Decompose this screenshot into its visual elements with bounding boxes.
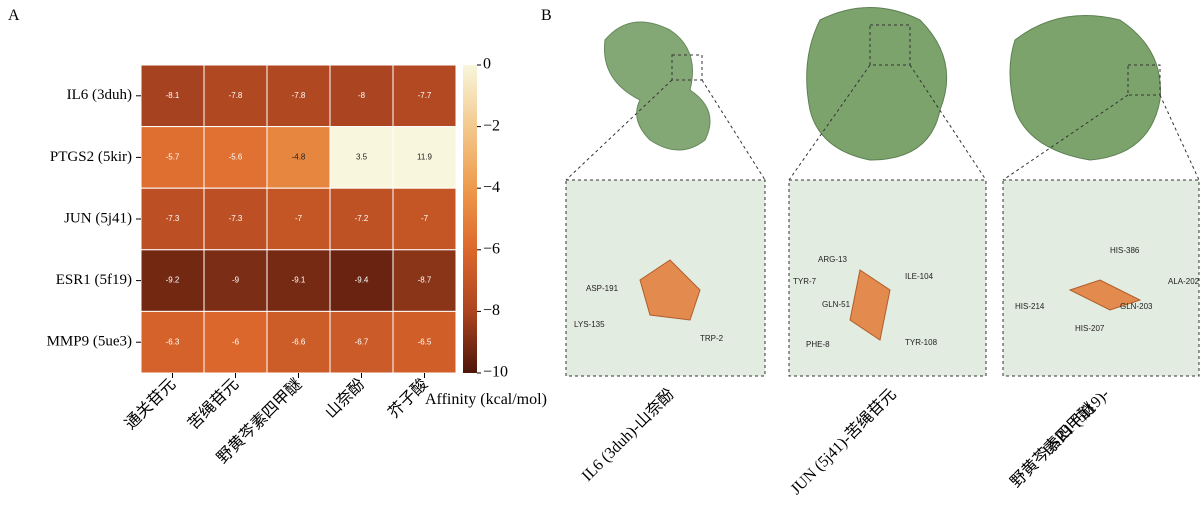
residue-label: TYR-7 (793, 277, 817, 286)
colorbar-tick-label: −4 (483, 179, 500, 196)
cell-label: -4.8 (292, 153, 306, 162)
panel-label: A (8, 7, 20, 24)
colorbar-tick-label: −6 (483, 240, 500, 257)
cell-label: -7.3 (166, 214, 180, 223)
x-tick-label: 通关苷元 (121, 375, 179, 433)
cell-label: -9.1 (292, 276, 306, 285)
cell-label: -7 (421, 214, 429, 223)
colorbar-label: Affinity (kcal/mol) (425, 391, 547, 408)
cell-label: -8.7 (418, 276, 432, 285)
cell-label: -6 (232, 337, 240, 346)
cell-label: -8.1 (166, 91, 180, 100)
x-tick-label: 山奈酚 (322, 375, 369, 422)
residue-label: ARG-13 (818, 255, 847, 264)
cell-label: -5.6 (229, 153, 243, 162)
residue-label: PHE-8 (806, 340, 830, 349)
cell-label: -9.4 (355, 276, 369, 285)
colorbar-tick-label: −10 (483, 364, 508, 381)
cell-label: -7 (295, 214, 303, 223)
x-tick-label: 苦绳苷元 (184, 375, 242, 433)
panel-label: B (541, 7, 552, 24)
y-tick-label: JUN (5j41) (64, 210, 132, 226)
residue-label: HIS-386 (1110, 246, 1140, 255)
residue-label: GLN-51 (822, 300, 851, 309)
y-tick-label: PTGS2 (5kir) (50, 149, 132, 165)
residue-label: HIS-207 (1075, 324, 1105, 333)
cell-label: -6.5 (418, 337, 432, 346)
figure: A B -8.1 -7.8 -7.8 -8 -7.7 -5.7 -5.6 -4.8 3.5 11.… (0, 0, 1200, 524)
cell-label: 3.5 (356, 153, 368, 162)
residue-label: TYR-108 (905, 338, 938, 347)
cell-label: -5.7 (166, 153, 180, 162)
cell-label: -6.3 (166, 337, 180, 346)
colorbar-tick-label: −8 (483, 302, 500, 319)
cell-label: -6.6 (292, 337, 306, 346)
zoom-panels (566, 180, 1199, 376)
cell-label: -6.7 (355, 337, 369, 346)
y-tick-label: ESR1 (5f19) (56, 272, 132, 288)
structure-caption: JUN (5j41)-苦绳苷元 (787, 385, 900, 498)
y-tick-label: IL6 (3duh) (67, 87, 132, 103)
colorbar-tick-label: 0 (483, 56, 491, 73)
colorbar (463, 65, 477, 373)
residue-label: ILE-104 (905, 272, 934, 281)
cell-label: 11.9 (417, 153, 433, 162)
residue-label: GLN-203 (1120, 302, 1153, 311)
cell-label: -9.2 (166, 276, 180, 285)
cell-label: -8 (358, 91, 366, 100)
structure-caption: IL6 (3duh)-山奈酚 (578, 385, 678, 485)
cell-label: -7.3 (229, 214, 243, 223)
residue-label: LYS-135 (574, 320, 605, 329)
cell-label: -7.8 (229, 91, 243, 100)
protein-structures (604, 8, 1160, 161)
residue-label: TRP-2 (700, 334, 724, 343)
residue-label: ASP-191 (586, 284, 619, 293)
y-tick-label: MMP9 (5ue3) (47, 334, 132, 350)
cell-label: -7.7 (418, 91, 432, 100)
residue-label: ALA-202 (1168, 277, 1200, 286)
colorbar-tick-label: −2 (483, 117, 500, 134)
residue-label: HIS-214 (1015, 302, 1045, 311)
cell-label: -7.2 (355, 214, 369, 223)
structure-caption: 野黄芩素四甲醚 (1007, 399, 1099, 491)
cell-label: -9 (232, 276, 240, 285)
cell-label: -7.8 (292, 91, 306, 100)
